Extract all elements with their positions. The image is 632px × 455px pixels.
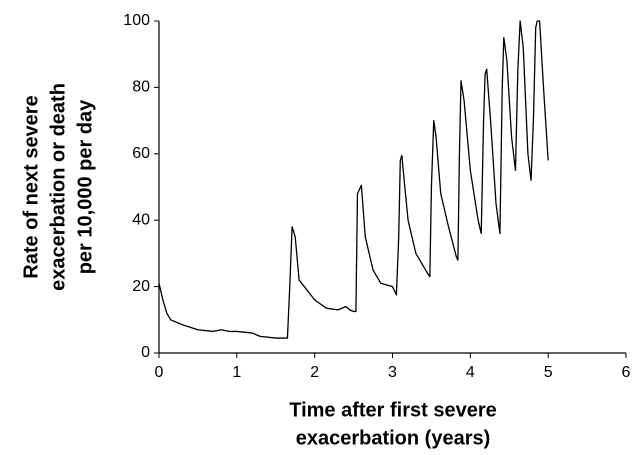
- y-tick-label: 0: [141, 344, 150, 361]
- x-tick-label: 4: [466, 364, 475, 381]
- x-tick-label: 6: [622, 364, 631, 381]
- x-tick-label: 1: [232, 364, 241, 381]
- y-label-line: Rate of next severe: [20, 95, 42, 278]
- x-label-line: Time after first severe: [289, 399, 497, 421]
- y-axis-label: Rate of next severe exacerbation or deat…: [20, 83, 96, 291]
- y-tick-label: 60: [132, 145, 150, 162]
- y-tick-label: 100: [123, 12, 150, 29]
- y-tick-label: 40: [132, 211, 150, 228]
- data-line: [158, 20, 549, 339]
- x-tick-label: 3: [388, 364, 397, 381]
- x-tick-label: 5: [544, 364, 553, 381]
- y-tick-label: 20: [132, 278, 150, 295]
- y-tick-label: 80: [132, 79, 150, 96]
- y-label-line: exacerbation or death: [47, 83, 69, 291]
- x-label-line: exacerbation (years): [296, 427, 491, 449]
- x-tick-label: 0: [155, 364, 164, 381]
- x-tick-label: 2: [310, 364, 319, 381]
- y-label-line: per 10,000 per day: [74, 99, 96, 274]
